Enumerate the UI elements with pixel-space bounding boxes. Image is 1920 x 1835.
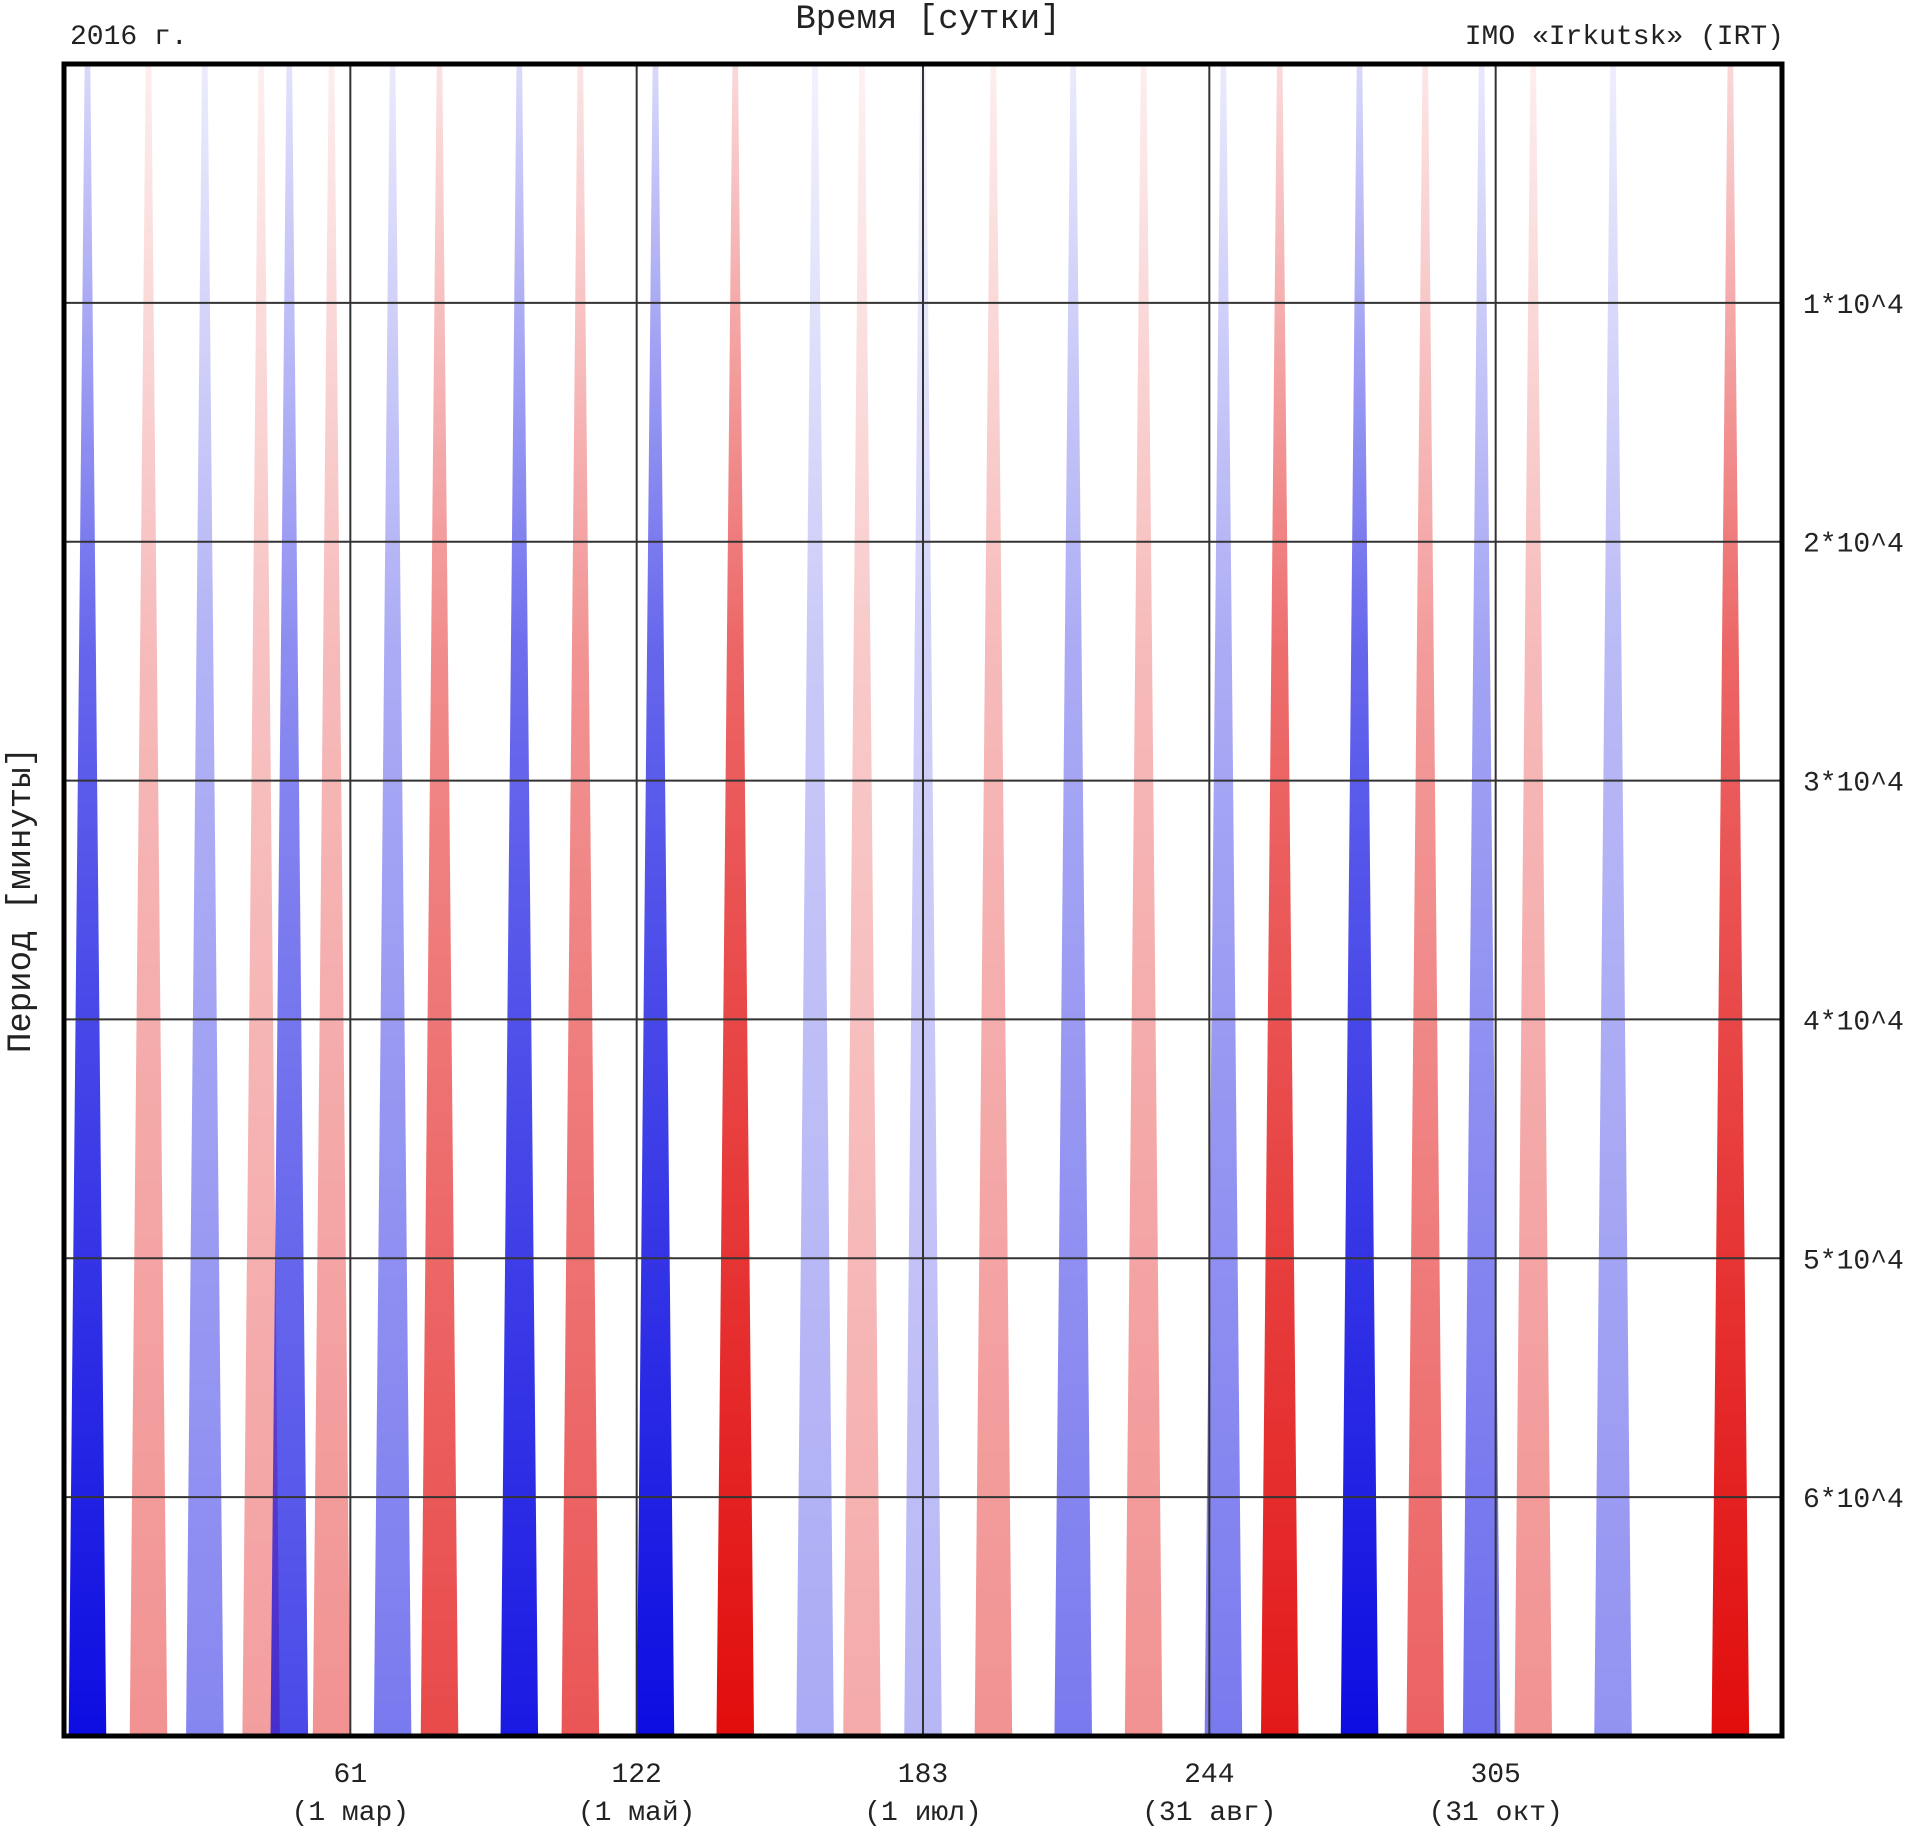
x-tick-label-122: 122 [611, 1760, 661, 1791]
chart-title: Время [сутки] [795, 1, 1060, 39]
y-tick-label-50000: 5*10^4 [1803, 1246, 1904, 1277]
heatmap-band-330 [1594, 64, 1632, 1736]
x-tick-date-244: (31 авг) [1142, 1798, 1276, 1829]
heatmap-band-290 [1406, 64, 1445, 1736]
plot-frame [61, 61, 1785, 1739]
x-tick-date-122: (1 май) [578, 1798, 696, 1829]
grid-lines [64, 64, 1782, 1736]
x-tick-label-183: 183 [898, 1760, 948, 1791]
heatmap-band-30 [186, 64, 224, 1736]
heatmap-band-247 [1204, 64, 1243, 1736]
y-tick-label-60000: 6*10^4 [1803, 1485, 1904, 1516]
y-tick-label-20000: 2*10^4 [1803, 530, 1904, 561]
heatmap-band-42 [242, 64, 280, 1736]
y-tick-label-30000: 3*10^4 [1803, 769, 1904, 800]
x-tick-date-183: (1 июл) [864, 1798, 982, 1829]
y-axis-title: Период [минуты] [3, 747, 41, 1053]
heatmap-band-57 [312, 64, 351, 1736]
x-tick-label-61: 61 [334, 1760, 368, 1791]
year-label: 2016 г. [70, 22, 188, 53]
heatmap-band-97 [500, 64, 539, 1736]
heatmap-band-198 [974, 64, 1013, 1736]
heatmap-band-80 [420, 64, 459, 1736]
heatmap-band-215 [1054, 64, 1092, 1736]
heatmap-band-160 [796, 64, 834, 1736]
heatmap-band-313 [1514, 64, 1552, 1736]
heatmap-band-70 [373, 64, 412, 1736]
station-label: IMO «Irkutsk» (IRT) [1465, 22, 1784, 53]
heatmap-bands [68, 64, 1750, 1736]
heatmap-band-259 [1260, 64, 1299, 1736]
heatmap-band-302 [1462, 64, 1501, 1736]
y-tick-label-10000: 1*10^4 [1803, 291, 1904, 322]
x-tick-labels: 61 (1 мар) 122 (1 май) 183 (1 июл) 244 (31 авг)… [292, 1760, 1563, 1829]
heatmap-band-143 [716, 64, 755, 1736]
heatmap-band-276 [1340, 64, 1379, 1736]
heatmap-band-110 [561, 64, 600, 1736]
x-tick-label-244: 244 [1184, 1760, 1234, 1791]
y-tick-label-40000: 4*10^4 [1803, 1007, 1904, 1038]
heatmap-band-170 [843, 64, 881, 1736]
heatmap-band-18 [129, 64, 168, 1736]
x-tick-date-61: (1 мар) [292, 1798, 410, 1829]
heatmap-plot [64, 64, 1782, 1736]
heatmap-band-48 [270, 64, 309, 1736]
heatmap-band-230 [1124, 64, 1163, 1736]
heatmap-band-5 [68, 64, 107, 1736]
heatmap-band-355 [1711, 64, 1750, 1736]
heatmap-band-126 [636, 64, 675, 1736]
x-tick-date-305: (31 окт) [1428, 1798, 1562, 1829]
x-tick-label-305: 305 [1470, 1760, 1520, 1791]
y-tick-labels: 1*10^4 2*10^4 3*10^4 4*10^4 5*10^4 6*10^4 [1803, 291, 1904, 1516]
